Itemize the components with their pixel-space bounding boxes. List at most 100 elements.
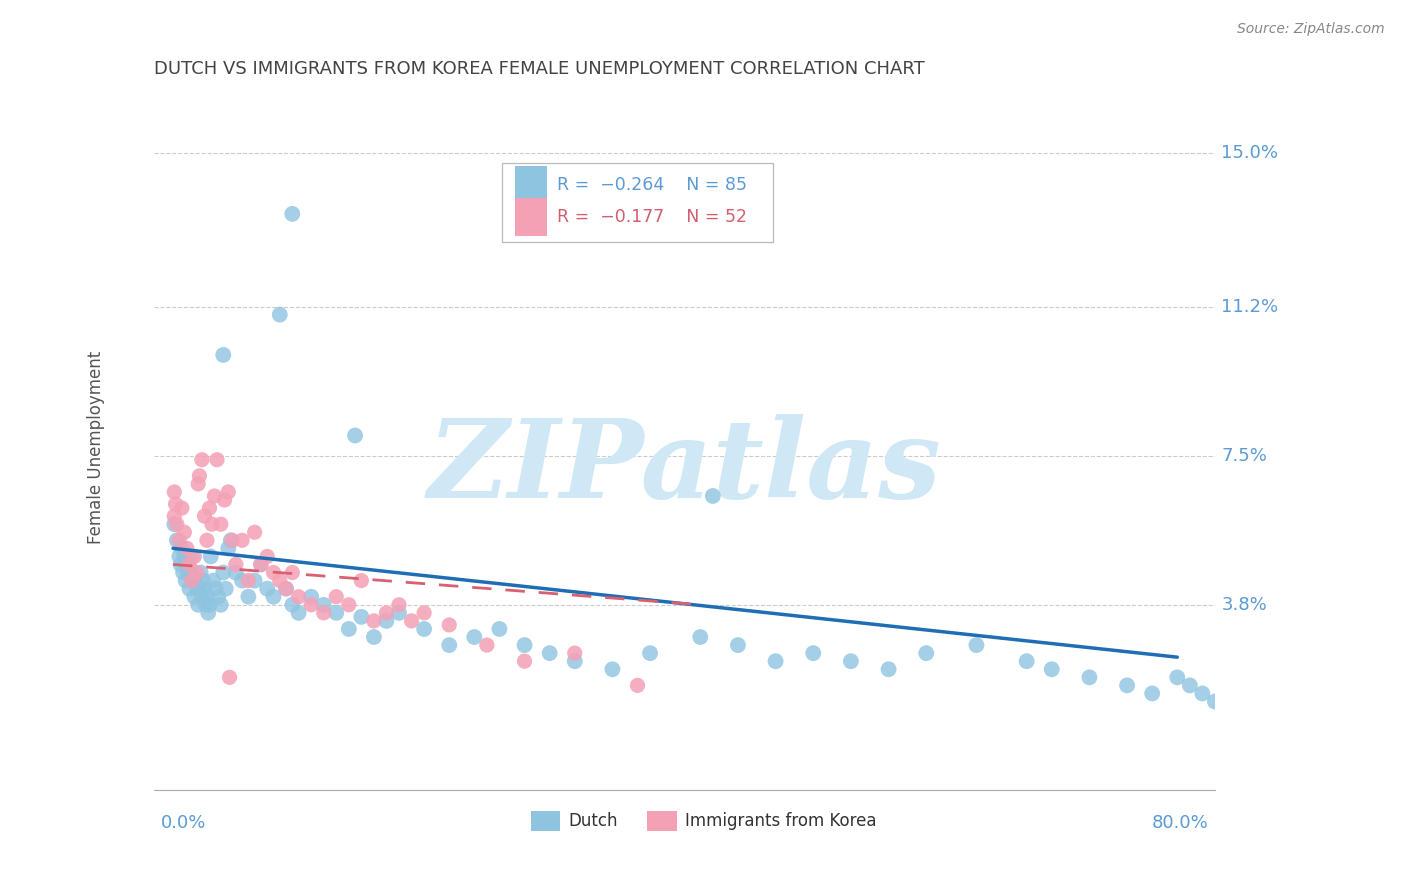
Point bbox=[915, 646, 938, 660]
Point bbox=[170, 501, 193, 516]
Point bbox=[1140, 686, 1163, 700]
Point bbox=[169, 533, 191, 548]
FancyBboxPatch shape bbox=[515, 198, 547, 235]
Point bbox=[188, 582, 211, 596]
Point bbox=[564, 646, 586, 660]
Point bbox=[274, 582, 297, 596]
Point bbox=[250, 558, 273, 572]
Point bbox=[187, 598, 209, 612]
Point bbox=[180, 566, 202, 580]
Point bbox=[1015, 654, 1038, 668]
Point bbox=[195, 533, 218, 548]
FancyBboxPatch shape bbox=[515, 167, 547, 204]
Point bbox=[243, 574, 266, 588]
Point bbox=[173, 549, 195, 564]
Point bbox=[212, 566, 235, 580]
Point bbox=[375, 606, 398, 620]
Point bbox=[204, 489, 226, 503]
Point bbox=[194, 598, 217, 612]
Point bbox=[180, 574, 202, 588]
Point bbox=[166, 533, 188, 548]
Point bbox=[212, 348, 235, 362]
Point bbox=[375, 614, 398, 628]
Point bbox=[513, 638, 536, 652]
Point bbox=[263, 590, 285, 604]
Text: Female Unemployment: Female Unemployment bbox=[87, 351, 105, 544]
Point bbox=[281, 566, 304, 580]
Point bbox=[475, 638, 498, 652]
Point bbox=[337, 622, 360, 636]
Text: Immigrants from Korea: Immigrants from Korea bbox=[685, 812, 876, 830]
Point bbox=[702, 489, 724, 503]
Point bbox=[205, 452, 228, 467]
Point bbox=[413, 606, 436, 620]
Point bbox=[238, 590, 260, 604]
Point bbox=[256, 582, 278, 596]
Point bbox=[176, 541, 198, 556]
Point bbox=[363, 614, 385, 628]
Point bbox=[413, 622, 436, 636]
Point bbox=[184, 574, 207, 588]
Point bbox=[198, 501, 221, 516]
Point bbox=[174, 574, 197, 588]
Point bbox=[193, 582, 215, 596]
Point bbox=[221, 533, 243, 548]
Point bbox=[201, 517, 224, 532]
Text: 3.8%: 3.8% bbox=[1222, 596, 1267, 614]
Point bbox=[1116, 678, 1139, 692]
Point bbox=[439, 618, 461, 632]
Point bbox=[274, 582, 297, 596]
Text: 7.5%: 7.5% bbox=[1222, 447, 1267, 465]
Point bbox=[626, 678, 648, 692]
Point bbox=[172, 566, 194, 580]
Point bbox=[191, 590, 214, 604]
Point bbox=[163, 509, 186, 524]
Text: DUTCH VS IMMIGRANTS FROM KOREA FEMALE UNEMPLOYMENT CORRELATION CHART: DUTCH VS IMMIGRANTS FROM KOREA FEMALE UN… bbox=[155, 60, 925, 78]
Point bbox=[388, 606, 411, 620]
Point bbox=[231, 574, 253, 588]
Point bbox=[1178, 678, 1201, 692]
Point bbox=[200, 549, 222, 564]
Point bbox=[188, 468, 211, 483]
Point bbox=[198, 598, 221, 612]
Point bbox=[207, 590, 229, 604]
Point bbox=[281, 207, 304, 221]
Point bbox=[538, 646, 561, 660]
Text: 80.0%: 80.0% bbox=[1152, 814, 1209, 832]
Point bbox=[170, 541, 193, 556]
Point bbox=[195, 590, 218, 604]
FancyBboxPatch shape bbox=[648, 811, 678, 831]
Point bbox=[219, 533, 242, 548]
Point bbox=[269, 308, 291, 322]
Point bbox=[401, 614, 423, 628]
Text: R =  −0.264    N = 85: R = −0.264 N = 85 bbox=[557, 177, 748, 194]
Point bbox=[250, 558, 273, 572]
Point bbox=[179, 558, 201, 572]
Point bbox=[209, 598, 232, 612]
Point bbox=[350, 574, 373, 588]
Point bbox=[1078, 670, 1101, 684]
Point bbox=[238, 574, 260, 588]
Point bbox=[177, 566, 200, 580]
Point bbox=[190, 566, 212, 580]
Point bbox=[202, 574, 225, 588]
Point bbox=[488, 622, 510, 636]
Point bbox=[299, 598, 322, 612]
Text: R =  −0.177    N = 52: R = −0.177 N = 52 bbox=[557, 208, 748, 226]
Point bbox=[187, 476, 209, 491]
Point bbox=[225, 566, 247, 580]
Point bbox=[1204, 694, 1226, 708]
Point bbox=[209, 517, 232, 532]
Point bbox=[287, 606, 309, 620]
Point bbox=[183, 590, 205, 604]
Point bbox=[183, 549, 205, 564]
Point bbox=[169, 549, 191, 564]
Point bbox=[214, 493, 236, 508]
Point bbox=[1191, 686, 1213, 700]
Point bbox=[602, 662, 624, 676]
Point bbox=[186, 582, 208, 596]
Point bbox=[225, 558, 247, 572]
Point bbox=[513, 654, 536, 668]
Point bbox=[231, 533, 253, 548]
Point bbox=[689, 630, 711, 644]
